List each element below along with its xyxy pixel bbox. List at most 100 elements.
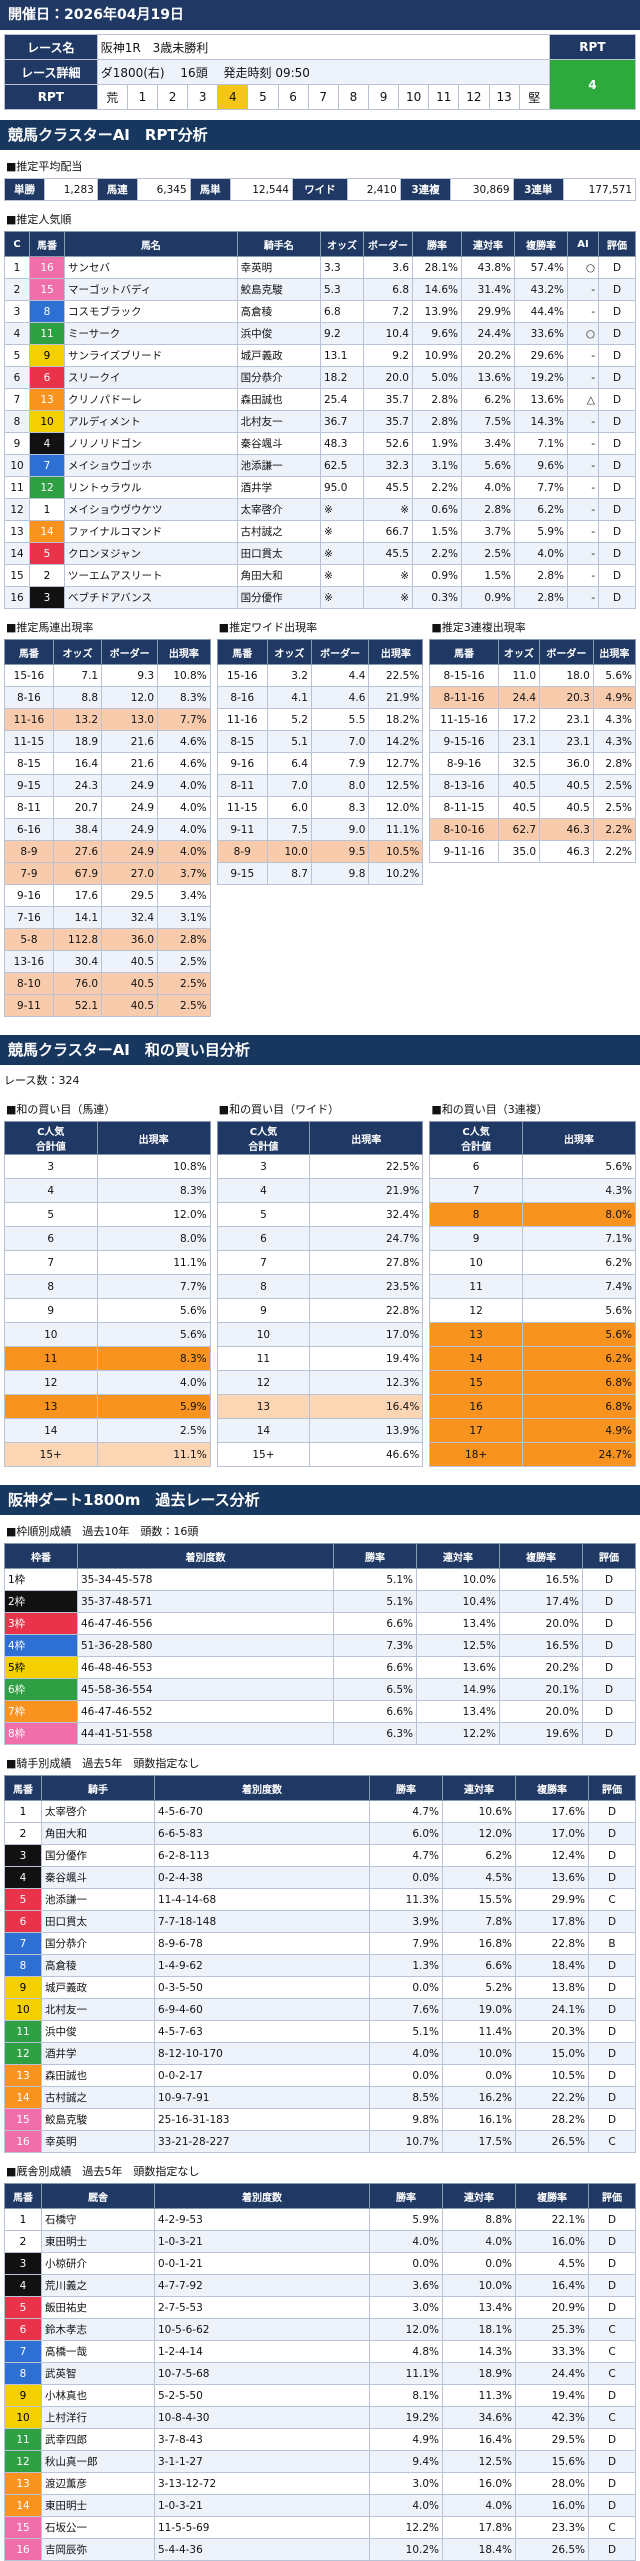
table-cell: 23.1 bbox=[539, 730, 594, 753]
table-row: 6 田口貫太 7-7-18-148 3.9% 7.8% 17.8% D bbox=[4, 1910, 636, 1933]
table-cell: 13.9% bbox=[412, 300, 462, 323]
rpt-scale: 4 bbox=[217, 84, 249, 110]
table-row: 7枠 46-47-46-552 6.6% 13.4% 20.0% D bbox=[4, 1700, 636, 1723]
table-cell: 8.7 bbox=[266, 862, 312, 885]
sub-title: ■推定平均配当 bbox=[6, 160, 83, 173]
table-cell: 9-11 bbox=[4, 994, 54, 1017]
table-cell: 26.5% bbox=[515, 2538, 589, 2561]
table-cell: 8.0% bbox=[521, 1202, 637, 1227]
table-cell: 11-15-16 bbox=[429, 708, 499, 731]
table-cell: 35.7 bbox=[363, 388, 413, 411]
table-cell: ○ bbox=[567, 256, 599, 279]
table-block: ■推定ワイド出現率 馬番 オッズ ボーダー 出現率 15-16 3.2 4.4 22.5% 8-1… bbox=[216, 617, 424, 885]
table-cell: 9 bbox=[29, 344, 65, 367]
table-cell: 13-16 bbox=[4, 950, 54, 973]
table-row: 14 13.9% bbox=[216, 1418, 424, 1443]
table-cell: D bbox=[588, 2428, 636, 2451]
column-header: 枠番 bbox=[4, 1543, 78, 1569]
table-cell: 8.3% bbox=[96, 1178, 211, 1203]
table-row: 3 国分優作 6-2-8-113 4.7% 6.2% 12.4% D bbox=[4, 1844, 636, 1867]
table-cell: 5-2-5-50 bbox=[154, 2384, 370, 2407]
table-cell: 10.0% bbox=[416, 1568, 500, 1591]
table-row: 7-9 67.9 27.0 3.7% bbox=[4, 862, 211, 885]
table-cell: 3枠 bbox=[4, 1612, 78, 1635]
table-cell: 太宰啓介 bbox=[41, 1800, 155, 1823]
table-cell: 17.8% bbox=[515, 1910, 589, 1933]
table-cell: 0-0-1-21 bbox=[154, 2252, 370, 2275]
table-cell: リントゥラウル bbox=[64, 476, 238, 499]
table-cell: - bbox=[567, 476, 599, 499]
table-cell: D bbox=[588, 2086, 636, 2109]
table-row: 14 2.5% bbox=[4, 1418, 211, 1443]
table-cell: 5.9% bbox=[369, 2208, 443, 2231]
table-cell: 20.1% bbox=[499, 1678, 583, 1701]
table-cell: マーゴットバディ bbox=[64, 278, 238, 301]
table-row: 8-16 4.1 4.6 21.9% bbox=[216, 686, 424, 709]
table-cell: D bbox=[582, 1722, 636, 1745]
table-cell: 13 bbox=[4, 1394, 98, 1419]
header-row: C人気 合計値 出現率 bbox=[4, 1121, 211, 1155]
table-cell: 52.1 bbox=[52, 994, 103, 1017]
table-cell: 32.4 bbox=[101, 906, 159, 929]
table-cell: 40.5 bbox=[101, 950, 159, 973]
table-cell: 3 bbox=[216, 1154, 311, 1179]
table-cell: 18.1% bbox=[442, 2318, 516, 2341]
table-cell: 0.0% bbox=[369, 2252, 443, 2275]
table-head: 馬番 オッズ ボーダー 出現率 bbox=[216, 639, 424, 665]
data-table: 枠番 着別度数 勝率 連対率 複勝率 評価 1枠 35-34-45-578 5.1% 10.0% 1… bbox=[4, 1543, 636, 1745]
table-cell: 2 bbox=[4, 278, 30, 301]
table-row: 8-15 5.1 7.0 14.2% bbox=[216, 730, 424, 753]
table-row: 9 5.6% bbox=[4, 1298, 211, 1323]
table-cell: 1.5% bbox=[461, 564, 515, 587]
column-header: 複勝率 bbox=[514, 231, 568, 257]
table-cell: 7.7% bbox=[514, 476, 568, 499]
table-cell: 46.6% bbox=[309, 1442, 424, 1467]
table-cell: 10-5-6-62 bbox=[154, 2318, 370, 2341]
table-row: 11-16 5.2 5.5 18.2% bbox=[216, 708, 424, 731]
table-row: 8-9 10.0 9.5 10.5% bbox=[216, 840, 424, 863]
table-cell: 27.8% bbox=[309, 1250, 424, 1275]
section-title: 阪神ダート1800m 過去レース分析 bbox=[0, 1485, 640, 1515]
table-cell: 9.4% bbox=[369, 2450, 443, 2473]
sub-title: ■厩舎別成績 過去5年 頭数指定なし bbox=[6, 2165, 200, 2178]
table-cell: 7 bbox=[4, 1250, 98, 1275]
sub-title: ■推定3連複出現率 bbox=[431, 621, 526, 634]
table-cell: 46.3 bbox=[539, 840, 594, 863]
table-cell: 16.1% bbox=[442, 2108, 516, 2131]
column-header: 評価 bbox=[588, 1775, 636, 1801]
table-cell: 45.5 bbox=[363, 542, 413, 565]
table-cell: サンライズブリード bbox=[64, 344, 238, 367]
table-cell: 40.5 bbox=[539, 796, 594, 819]
table-cell: 6 bbox=[216, 1226, 311, 1251]
table-row: 11 浜中俊 4-5-7-63 5.1% 11.4% 20.3% D bbox=[4, 2020, 636, 2043]
payout-value: 1,283 bbox=[43, 178, 98, 201]
table-row: 8-9 27.6 24.9 4.0% bbox=[4, 840, 211, 863]
rpt-scale: 1 bbox=[126, 84, 158, 110]
table-cell: 24.3 bbox=[52, 774, 103, 797]
table-cell: 5.9% bbox=[514, 520, 568, 543]
column-header: 馬番 bbox=[4, 1775, 42, 1801]
table-row: 11 武幸四郎 3-7-8-43 4.9% 16.4% 29.5% D bbox=[4, 2428, 636, 2451]
label: レース詳細 bbox=[4, 59, 98, 85]
table-cell: 12.5% bbox=[442, 2450, 516, 2473]
table-cell: D bbox=[598, 542, 636, 565]
table-row: 16 6.8% bbox=[429, 1394, 637, 1419]
table-cell: 2.2% bbox=[412, 542, 462, 565]
table-cell: 17.6% bbox=[515, 1800, 589, 1823]
table-cell: 7.7% bbox=[157, 708, 211, 731]
table-cell: 10 bbox=[4, 454, 30, 477]
payout-label: ワイド bbox=[291, 178, 348, 201]
table-cell: 11 bbox=[4, 476, 30, 499]
table-cell: - bbox=[567, 520, 599, 543]
table-cell: D bbox=[588, 2384, 636, 2407]
column-header: 厩舎 bbox=[41, 2183, 155, 2209]
table-cell: 3 bbox=[4, 1844, 42, 1867]
table-cell: 14 bbox=[29, 520, 65, 543]
table-cell: 6.2% bbox=[514, 498, 568, 521]
sub-title: ■枠順別成績 過去10年 頭数：16頭 bbox=[6, 1525, 199, 1538]
table-cell: D bbox=[598, 300, 636, 323]
table-cell: 1 bbox=[29, 498, 65, 521]
sub-title: ■和の買い目（馬連） bbox=[6, 1103, 116, 1116]
table-row: 15-16 3.2 4.4 22.5% bbox=[216, 664, 424, 687]
